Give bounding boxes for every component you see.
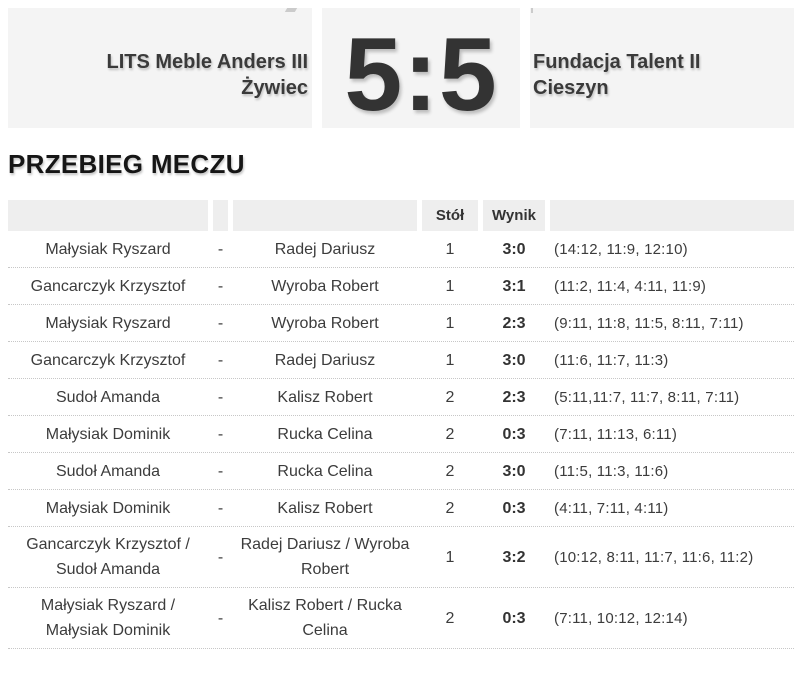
- sets-cell: (5:11,11:7, 11:7, 8:11, 7:11): [554, 388, 740, 406]
- header-dash: [213, 200, 228, 231]
- player2-cell: Kalisz Robert: [277, 388, 373, 406]
- scoreboard: LITS Meble Anders III Żywiec 5:5 Fundacj…: [8, 8, 794, 128]
- result-cell: 0:3: [502, 425, 526, 443]
- result-cell: 0:3: [502, 499, 526, 517]
- table-number-cell: 1: [445, 548, 455, 566]
- vs-dash: -: [217, 548, 224, 566]
- away-team-name: Fundacja Talent II Cieszyn: [530, 49, 794, 101]
- player1-cell: Małysiak Dominik: [45, 425, 171, 443]
- home-team-name: LITS Meble Anders III Żywiec: [8, 49, 312, 101]
- cropped-text-artifact: [531, 8, 533, 13]
- vs-dash: -: [217, 609, 224, 627]
- table-row: Małysiak Ryszard - Wyroba Robert 1 2:3 (…: [8, 305, 794, 342]
- vs-dash: -: [217, 388, 224, 406]
- vs-dash: -: [217, 240, 224, 258]
- table-number-cell: 1: [445, 351, 455, 369]
- vs-dash: -: [217, 499, 224, 517]
- table-number-cell: 2: [445, 609, 455, 627]
- table-number-cell: 2: [445, 462, 455, 480]
- header-table: Stół: [422, 200, 478, 231]
- sets-cell: (10:12, 8:11, 11:7, 11:6, 11:2): [554, 548, 754, 566]
- score-cell: 5:5: [322, 8, 520, 128]
- player1-cell: Sudoł Amanda: [55, 462, 161, 480]
- player2-cell: Radej Dariusz: [274, 351, 376, 369]
- result-cell: 3:2: [502, 548, 526, 566]
- sets-cell: (11:5, 11:3, 11:6): [554, 462, 669, 480]
- sets-cell: (14:12, 11:9, 12:10): [554, 240, 688, 258]
- table-number-cell: 2: [445, 388, 455, 406]
- table-row: Małysiak Dominik - Kalisz Robert 2 0:3 (…: [8, 490, 794, 527]
- result-cell: 2:3: [502, 314, 526, 332]
- table-header-row: Stół Wynik: [8, 200, 794, 231]
- home-team-cell: LITS Meble Anders III Żywiec: [8, 8, 312, 128]
- table-number-cell: 2: [445, 425, 455, 443]
- result-cell: 3:0: [502, 462, 526, 480]
- player1-cell: Gancarczyk Krzysztof / Sudoł Amanda: [26, 536, 190, 578]
- away-team-line2: Cieszyn: [533, 77, 609, 99]
- vs-dash: -: [217, 425, 224, 443]
- vs-dash: -: [217, 314, 224, 332]
- match-table: Stół Wynik Małysiak Ryszard - Radej Dari…: [8, 200, 794, 649]
- table-row: Sudoł Amanda - Kalisz Robert 2 2:3 (5:11…: [8, 379, 794, 416]
- vs-dash: -: [217, 351, 224, 369]
- player2-cell: Radej Dariusz / Wyroba Robert: [240, 536, 410, 578]
- result-cell: 3:0: [502, 240, 526, 258]
- result-cell: 2:3: [502, 388, 526, 406]
- player1-cell: Sudoł Amanda: [55, 388, 161, 406]
- vs-dash: -: [217, 277, 224, 295]
- table-number-cell: 2: [445, 499, 455, 517]
- sets-cell: (7:11, 11:13, 6:11): [554, 425, 678, 443]
- match-score: 5:5: [344, 17, 498, 133]
- vs-dash: -: [217, 462, 224, 480]
- away-team-cell: Fundacja Talent II Cieszyn: [530, 8, 794, 128]
- header-player1: [8, 200, 208, 231]
- table-number-cell: 1: [445, 277, 455, 295]
- table-row: Małysiak Ryszard - Radej Dariusz 1 3:0 (…: [8, 231, 794, 268]
- player2-cell: Kalisz Robert / Rucka Celina: [248, 597, 402, 639]
- table-row: Małysiak Dominik - Rucka Celina 2 0:3 (7…: [8, 416, 794, 453]
- section-title: PRZEBIEG MECZU: [8, 149, 245, 179]
- result-cell: 0:3: [502, 609, 526, 627]
- table-row: Gancarczyk Krzysztof - Radej Dariusz 1 3…: [8, 342, 794, 379]
- table-row: Sudoł Amanda - Rucka Celina 2 3:0 (11:5,…: [8, 453, 794, 490]
- player1-cell: Małysiak Dominik: [45, 499, 171, 517]
- home-team-line1: LITS Meble Anders III: [106, 51, 308, 73]
- match-page: LITS Meble Anders III Żywiec 5:5 Fundacj…: [8, 8, 794, 649]
- player2-cell: Kalisz Robert: [277, 499, 373, 517]
- player1-cell: Gancarczyk Krzysztof: [30, 277, 186, 295]
- table-number-cell: 1: [445, 240, 455, 258]
- sets-cell: (4:11, 7:11, 4:11): [554, 499, 669, 517]
- result-cell: 3:1: [502, 277, 526, 295]
- header-result: Wynik: [483, 200, 545, 231]
- home-team-line2: Żywiec: [241, 77, 308, 99]
- player1-cell: Małysiak Ryszard / Małysiak Dominik: [40, 597, 176, 639]
- header-sets: [550, 200, 794, 231]
- table-row: Małysiak Ryszard / Małysiak Dominik - Ka…: [8, 588, 794, 649]
- table-number-cell: 1: [445, 314, 455, 332]
- sets-cell: (7:11, 10:12, 12:14): [554, 609, 688, 627]
- result-cell: 3:0: [502, 351, 526, 369]
- player2-cell: Rucka Celina: [277, 462, 373, 480]
- header-player2: [233, 200, 417, 231]
- sets-cell: (9:11, 11:8, 11:5, 8:11, 7:11): [554, 314, 744, 332]
- away-team-line1: Fundacja Talent II: [533, 51, 701, 73]
- sets-cell: (11:6, 11:7, 11:3): [554, 351, 669, 369]
- player2-cell: Wyroba Robert: [271, 277, 379, 295]
- player2-cell: Wyroba Robert: [271, 314, 379, 332]
- player1-cell: Gancarczyk Krzysztof: [30, 351, 186, 369]
- table-row: Gancarczyk Krzysztof / Sudoł Amanda - Ra…: [8, 527, 794, 588]
- player2-cell: Radej Dariusz: [274, 240, 376, 258]
- player1-cell: Małysiak Ryszard: [45, 314, 171, 332]
- table-row: Gancarczyk Krzysztof - Wyroba Robert 1 3…: [8, 268, 794, 305]
- player1-cell: Małysiak Ryszard: [45, 240, 171, 258]
- sets-cell: (11:2, 11:4, 4:11, 11:9): [554, 277, 707, 295]
- player2-cell: Rucka Celina: [277, 425, 373, 443]
